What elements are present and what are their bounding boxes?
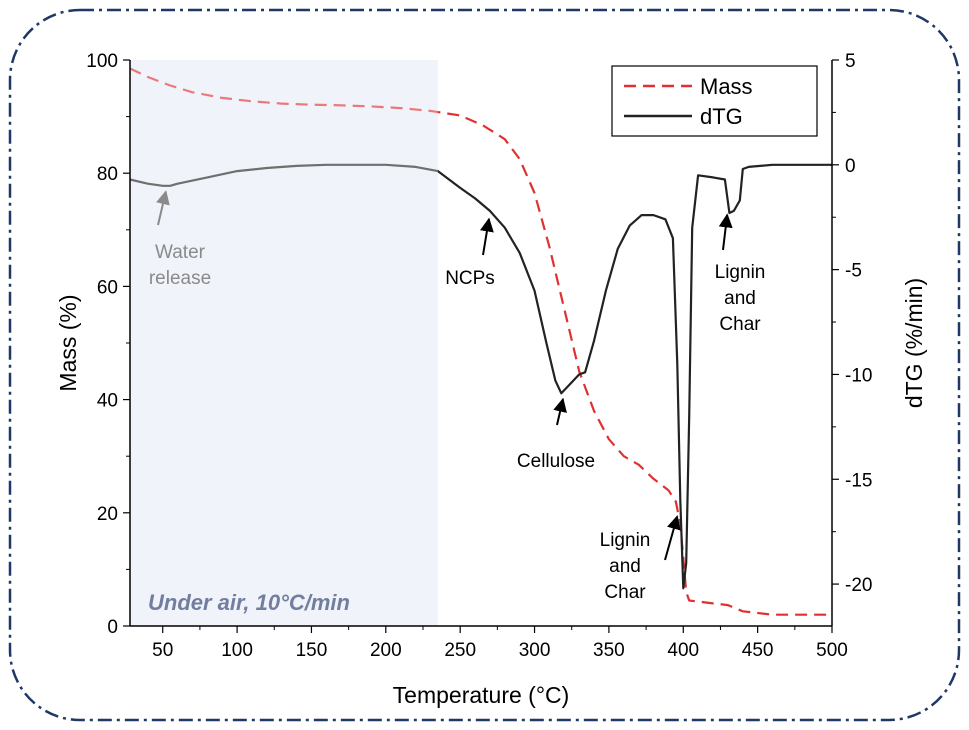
y-tick-label: 80 xyxy=(97,164,118,185)
shaded-region-label: Under air, 10°C/min xyxy=(148,590,350,615)
y-tick-label: 20 xyxy=(97,504,118,525)
y2-tick-label: 5 xyxy=(845,51,856,72)
annotation-label: Lignin and Char xyxy=(715,262,766,335)
annotation-line: Cellulose xyxy=(517,451,595,472)
legend-box xyxy=(611,65,818,137)
x-tick-label: 400 xyxy=(667,640,699,661)
x-tick-label: 250 xyxy=(444,640,476,661)
annotation-line: release xyxy=(149,268,211,289)
annotation-line: Lignin xyxy=(600,530,651,551)
x-tick-label: 100 xyxy=(221,640,253,661)
y2-axis-title: dTG (%/min) xyxy=(901,278,927,408)
annotation-line: Char xyxy=(719,314,761,335)
x-tick-label: 150 xyxy=(296,640,328,661)
x-tick-label: 200 xyxy=(370,640,402,661)
annotation-arrow xyxy=(479,217,494,256)
x-tick-label: 350 xyxy=(593,640,625,661)
annotation-arrow xyxy=(156,190,170,226)
x-tick-label: 50 xyxy=(152,640,173,661)
y-tick-label: 60 xyxy=(97,277,118,298)
y-axis-title: Mass (%) xyxy=(55,294,81,391)
x-tick-label: 300 xyxy=(519,640,551,661)
legend-label-dtg: dTG xyxy=(700,104,743,129)
y2-tick-label: -5 xyxy=(845,261,862,282)
annotation-line: and xyxy=(724,288,756,309)
annotation-line: Char xyxy=(604,582,646,603)
annotation-label: Water release xyxy=(149,242,211,289)
annotation-arrow xyxy=(553,397,567,426)
y2-tick-label: 0 xyxy=(845,156,856,177)
legend-label-mass: Mass xyxy=(700,74,753,99)
x-axis-title: Temperature (°C) xyxy=(393,682,570,708)
y2-tick-label: -20 xyxy=(845,575,872,596)
shaded-region-veil xyxy=(130,60,438,626)
y-tick-label: 100 xyxy=(86,51,118,72)
annotation-label: NCPs xyxy=(445,268,495,289)
y2-tick-label: -10 xyxy=(845,365,872,386)
annotation-line: Water xyxy=(155,242,206,263)
annotation-arrow xyxy=(664,515,681,561)
x-tick-label: 500 xyxy=(816,640,848,661)
series-line-dtg xyxy=(129,163,832,590)
y-tick-label: 40 xyxy=(97,391,118,412)
annotation-line: NCPs xyxy=(445,268,495,289)
x-tick-label: 450 xyxy=(742,640,774,661)
shaded-region xyxy=(130,60,438,626)
annotation-arrow xyxy=(718,213,733,251)
annotation-label: Lignin and Char xyxy=(600,530,651,603)
y2-tick-label: -15 xyxy=(845,470,872,491)
y-tick-label: 0 xyxy=(107,617,118,638)
annotation-label: Cellulose xyxy=(517,451,595,472)
series-line-mass xyxy=(129,67,832,616)
annotation-line: Lignin xyxy=(715,262,766,283)
outer-frame xyxy=(8,8,961,722)
annotation-line: and xyxy=(609,556,641,577)
